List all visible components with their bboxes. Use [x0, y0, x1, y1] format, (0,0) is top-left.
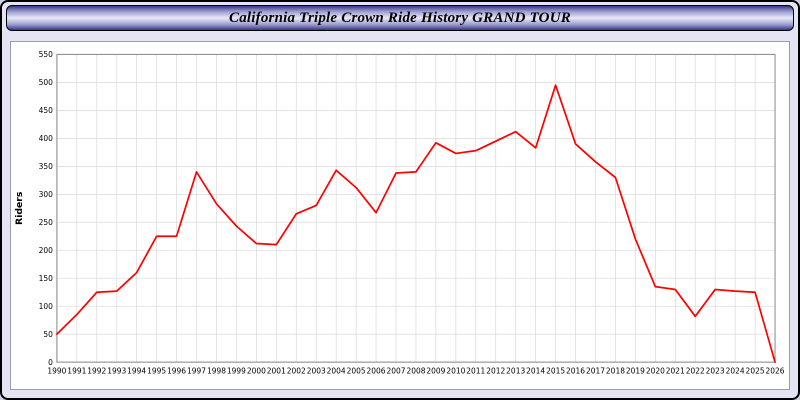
x-tick-label: 2011 [466, 366, 485, 375]
y-tick-label: 100 [39, 302, 53, 311]
x-tick-label: 2015 [546, 366, 565, 375]
x-tick-label: 2014 [526, 366, 545, 375]
x-tick-label: 2000 [247, 366, 266, 375]
y-tick-label: 350 [39, 162, 53, 171]
x-tick-label: 1998 [207, 366, 226, 375]
x-tick-label: 2005 [347, 366, 366, 375]
plot-border [56, 53, 776, 363]
x-tick-label: 2008 [406, 366, 425, 375]
x-tick-label: 2013 [506, 366, 525, 375]
x-tick-label: 2007 [386, 366, 405, 375]
x-tick-label: 2012 [486, 366, 505, 375]
x-tick-label: 2006 [367, 366, 386, 375]
x-tick-label: 1999 [227, 366, 246, 375]
y-tick-label: 500 [39, 78, 53, 87]
x-tick-label: 2023 [706, 366, 725, 375]
title-bar: California Triple Crown Ride History GRA… [6, 5, 794, 31]
x-tick-label: 2021 [666, 366, 685, 375]
x-tick-label: 2025 [746, 366, 765, 375]
y-tick-label: 400 [39, 134, 53, 143]
x-tick-label: 1994 [127, 366, 146, 375]
y-tick-label: 300 [39, 190, 53, 199]
x-tick-label: 2024 [726, 366, 745, 375]
riders-series-line [56, 84, 776, 364]
y-tick-label: 150 [39, 274, 53, 283]
x-tick-label: 2017 [586, 366, 605, 375]
x-tick-label: 1996 [167, 366, 186, 375]
x-tick-label: 1990 [47, 366, 66, 375]
chart-panel: 0 50 100 150 200 250 300 350 400 450 500 550 1990 199… [10, 41, 790, 390]
x-tick-label: 2001 [267, 366, 286, 375]
x-tick-label: 2003 [307, 366, 326, 375]
y-axis-title: Riders [15, 192, 25, 225]
x-tick-label: 2016 [566, 366, 585, 375]
y-tick-label: 450 [39, 106, 53, 115]
x-tick-label: 1997 [187, 366, 206, 375]
x-tick-label: 2018 [606, 366, 625, 375]
y-tick-label: 50 [43, 330, 53, 339]
x-tick-label: 1993 [107, 366, 126, 375]
y-tick-label: 200 [39, 246, 53, 255]
x-tick-label: 2010 [446, 366, 465, 375]
x-tick-label: 1991 [67, 366, 86, 375]
x-tick-label: 2020 [646, 366, 665, 375]
y-tick-label: 0 [48, 358, 53, 367]
x-tick-label: 1992 [87, 366, 106, 375]
x-tick-label: 2022 [686, 366, 705, 375]
page-title: California Triple Crown Ride History GRA… [229, 9, 571, 26]
x-tick-label: 2026 [766, 366, 785, 375]
x-tick-label: 1995 [147, 366, 166, 375]
x-tick-label: 2002 [287, 366, 306, 375]
x-tick-label: 2009 [426, 366, 445, 375]
y-tick-label: 250 [39, 218, 53, 227]
x-tick-label: 2004 [327, 366, 346, 375]
y-tick-label: 550 [39, 50, 53, 59]
x-tick-label: 2019 [626, 366, 645, 375]
